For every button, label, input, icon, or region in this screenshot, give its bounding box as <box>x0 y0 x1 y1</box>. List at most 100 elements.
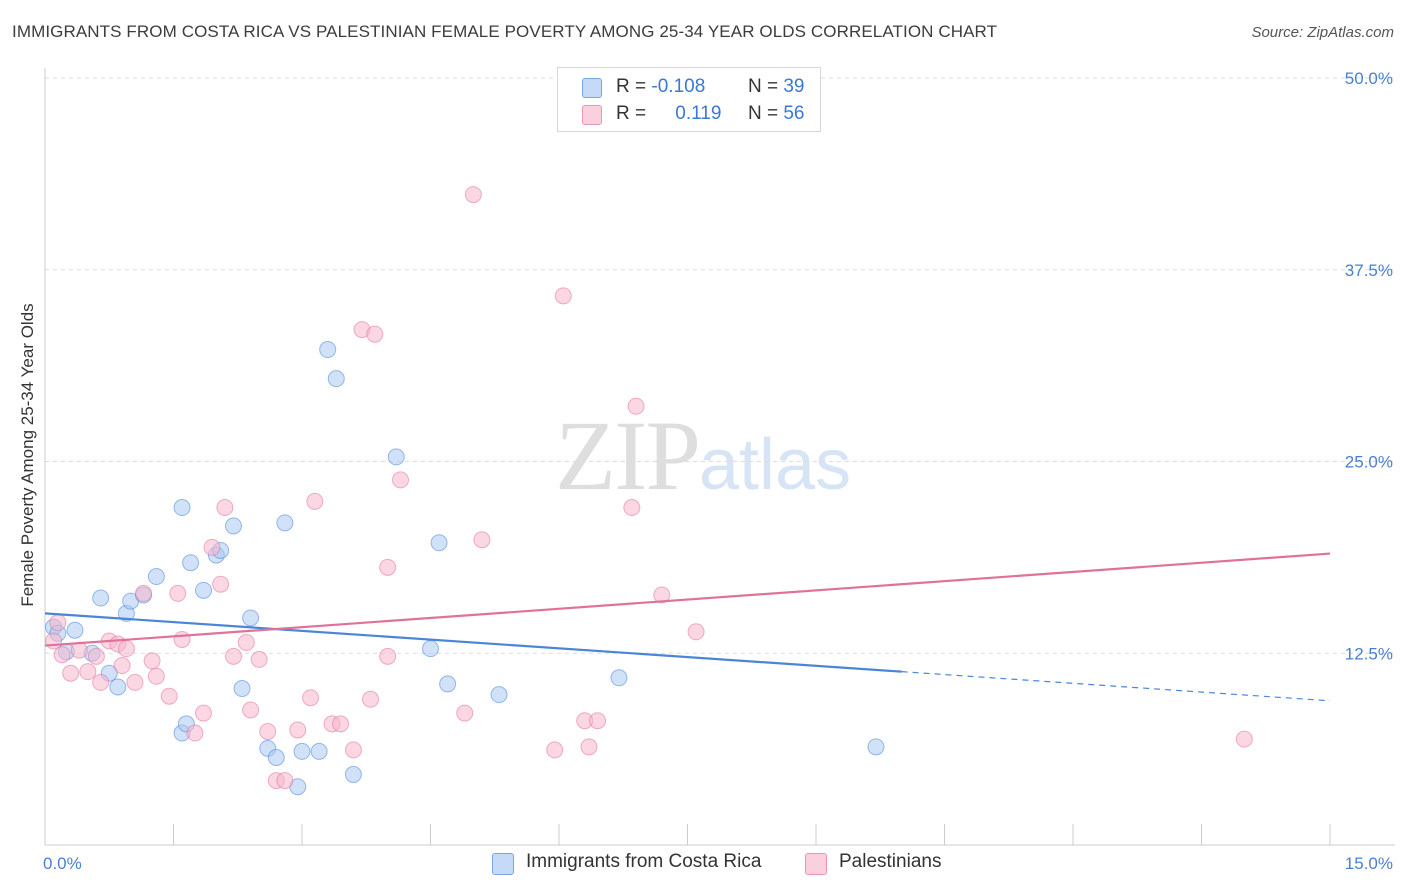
point-palestinians <box>653 586 671 604</box>
point-costa-rica <box>430 534 448 552</box>
trend-line-costa-rica <box>44 612 902 673</box>
point-costa-rica <box>490 686 508 704</box>
point-palestinians <box>126 673 144 691</box>
watermark-zip: ZIP <box>555 400 701 511</box>
tick-labels: 12.5% 25.0% 37.5% 50.0% 0.0% 15.0% <box>43 69 1393 873</box>
point-palestinians <box>473 531 491 549</box>
trend-line-costa-rica-extension <box>901 671 1331 702</box>
point-palestinians <box>212 575 230 593</box>
stats-legend: R = -0.108 N = 39 R = 0.119 N = 56 <box>557 67 821 132</box>
point-palestinians <box>117 640 135 658</box>
legend-swatch-costa-rica <box>582 78 602 98</box>
point-palestinians <box>344 741 362 759</box>
point-palestinians <box>62 664 80 682</box>
point-palestinians <box>379 647 397 665</box>
point-palestinians <box>332 715 350 733</box>
point-costa-rica <box>319 341 337 359</box>
point-palestinians <box>186 724 204 742</box>
point-palestinians <box>49 614 67 632</box>
point-palestinians <box>135 584 153 602</box>
point-palestinians <box>203 538 221 556</box>
point-palestinians <box>224 647 242 665</box>
point-palestinians <box>456 704 474 722</box>
point-costa-rica <box>310 742 328 760</box>
point-costa-rica <box>147 568 165 586</box>
point-palestinians <box>237 634 255 652</box>
point-costa-rica <box>276 514 294 532</box>
watermark-atlas: atlas <box>699 425 852 505</box>
y-tick-label: 25.0% <box>1345 453 1393 472</box>
legend-r-label: R = <box>616 103 647 124</box>
point-palestinians <box>259 722 277 740</box>
point-palestinians <box>392 471 410 489</box>
point-palestinians <box>276 772 294 790</box>
bottom-legend-swatch-costa-rica <box>492 853 514 875</box>
point-costa-rica <box>610 669 628 687</box>
source-credit: Source: ZipAtlas.com <box>1251 24 1394 41</box>
point-costa-rica <box>182 554 200 572</box>
point-palestinians <box>546 741 564 759</box>
grid-lines <box>45 77 1395 654</box>
legend-r-label: R = <box>616 76 647 97</box>
legend-n-value: 39 <box>783 76 805 97</box>
point-palestinians <box>464 186 482 204</box>
x-tick-label-min: 0.0% <box>43 854 82 873</box>
point-palestinians <box>173 630 191 648</box>
bottom-legend-label-costa-rica: Immigrants from Costa Rica <box>526 851 762 872</box>
point-palestinians <box>242 701 260 719</box>
point-costa-rica <box>267 749 285 767</box>
point-palestinians <box>147 667 165 685</box>
point-palestinians <box>216 499 234 517</box>
point-palestinians <box>79 663 97 681</box>
point-palestinians <box>589 712 607 730</box>
point-costa-rica <box>109 678 127 696</box>
point-palestinians <box>53 646 71 664</box>
point-costa-rica <box>867 738 885 756</box>
point-costa-rica <box>224 517 242 535</box>
legend-swatch-palestinians <box>582 105 602 125</box>
point-costa-rica <box>327 370 345 388</box>
axes <box>44 68 1395 846</box>
point-palestinians <box>194 704 212 722</box>
point-palestinians <box>687 623 705 641</box>
y-tick-label: 12.5% <box>1345 644 1393 663</box>
point-costa-rica <box>66 621 84 639</box>
legend-n-value: 56 <box>783 103 805 124</box>
point-palestinians <box>623 499 641 517</box>
point-palestinians <box>87 647 105 665</box>
chart-title: IMMIGRANTS FROM COSTA RICA VS PALESTINIA… <box>12 22 998 41</box>
point-costa-rica <box>92 589 110 607</box>
trend-lines <box>44 552 1331 702</box>
point-costa-rica <box>387 448 405 466</box>
point-palestinians <box>379 558 397 576</box>
point-palestinians <box>366 325 384 343</box>
point-palestinians <box>289 721 307 739</box>
y-tick-label: 37.5% <box>1345 261 1393 280</box>
y-tick-label: 50.0% <box>1345 69 1393 88</box>
legend-n-label: N = <box>747 103 779 124</box>
point-palestinians <box>1235 730 1253 748</box>
x-tick-label-max: 15.0% <box>1345 854 1393 873</box>
point-costa-rica <box>242 609 260 627</box>
bottom-legend-swatch-palestinians <box>805 853 827 875</box>
point-palestinians <box>169 584 187 602</box>
point-palestinians <box>250 650 268 668</box>
legend-r-value: 0.119 <box>675 103 722 124</box>
point-palestinians <box>306 492 324 510</box>
point-palestinians <box>362 690 380 708</box>
data-points <box>45 186 1253 796</box>
point-costa-rica <box>233 680 251 698</box>
y-axis-label: Female Poverty Among 25-34 Year Olds <box>18 303 37 607</box>
point-costa-rica <box>173 499 191 517</box>
point-palestinians <box>160 687 178 705</box>
legend-n-label: N = <box>747 76 779 97</box>
point-palestinians <box>143 652 161 670</box>
point-palestinians <box>302 689 320 707</box>
point-costa-rica <box>194 581 212 599</box>
point-costa-rica <box>422 640 439 658</box>
bottom-legend-label-palestinians: Palestinians <box>839 851 942 872</box>
watermark: ZIPatlas <box>555 398 851 513</box>
point-palestinians <box>627 397 645 415</box>
point-costa-rica <box>293 742 311 760</box>
